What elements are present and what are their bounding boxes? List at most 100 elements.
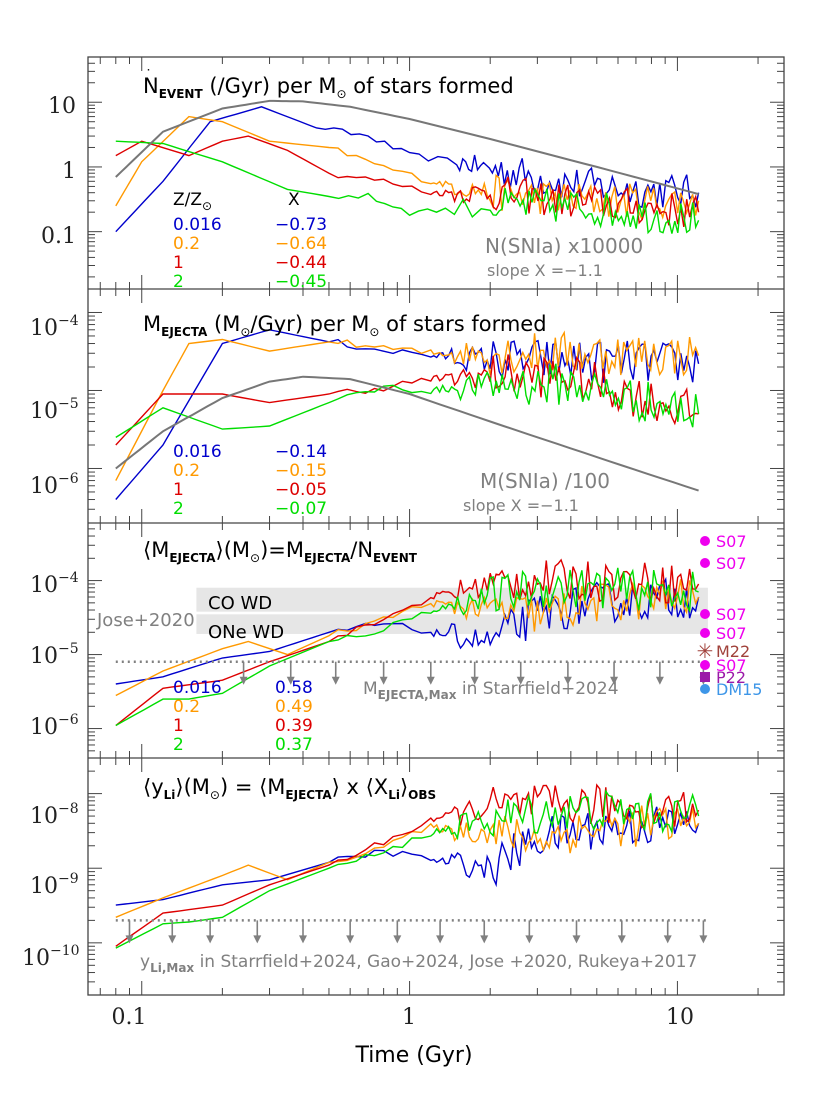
- limit-arrowhead: [572, 935, 581, 944]
- legend-x: −0.44: [275, 253, 327, 273]
- xtick-label: 10: [666, 1005, 694, 1030]
- series-line: [115, 805, 700, 918]
- legend-z: 0.2: [173, 461, 200, 481]
- series-line: [115, 789, 700, 949]
- plot-frame: [87, 56, 785, 996]
- limit-arrowhead: [239, 676, 248, 685]
- limit-arrowhead: [253, 935, 262, 944]
- panel1-yticks: 10 1 0.1: [41, 94, 76, 249]
- legend-z: 1: [173, 480, 184, 500]
- legend-x: 0.39: [275, 716, 313, 736]
- snia-label: M(SNIa) /100: [480, 469, 610, 493]
- legend-x: 0.49: [275, 697, 313, 717]
- series-line: [115, 115, 700, 222]
- series-line: [115, 354, 699, 446]
- limit-arrowhead: [379, 676, 388, 685]
- max-label: MEJECTA,Max in Starrfield+2024: [363, 679, 619, 702]
- legend-x: −0.64: [275, 234, 327, 254]
- panel4-title: ⟨yLi⟩(M⊙) = ⟨MEJECTA⟩ x ⟨XLi⟩OBS: [143, 775, 436, 802]
- dot-accent: ˙: [145, 68, 152, 84]
- obs-label: P22: [716, 668, 746, 687]
- legend-x: −0.05: [275, 480, 327, 500]
- limit-arrowhead: [480, 935, 489, 944]
- limit-arrowhead: [563, 676, 572, 685]
- series-line: [115, 329, 700, 500]
- panel3-title: ⟨MEJECTA⟩(M⊙)=MEJECTA/NEVENT: [143, 538, 418, 565]
- ytick-label: 1: [62, 159, 76, 184]
- limit-arrowhead: [663, 935, 672, 944]
- ytick-label: 10−4: [30, 570, 79, 598]
- obs-label: DM15: [716, 680, 762, 699]
- max-label: yLi,Max in Starrfield+2024, Gao+2024, Jo…: [140, 952, 697, 975]
- limit-arrowhead: [426, 676, 435, 685]
- snia-line: [115, 99, 699, 196]
- band-label-one: ONe WD: [208, 622, 284, 643]
- obs-label: S07: [716, 605, 747, 624]
- obs-marker: [700, 660, 710, 670]
- series-line: [115, 140, 700, 235]
- ytick-label: 10−5: [30, 396, 79, 424]
- series-line: [115, 783, 700, 947]
- panel1-title: NEVENT (/Gyr) per M⊙ of stars formed: [143, 74, 514, 101]
- ytick-label: 10−4: [30, 313, 79, 341]
- xtick-label: 1: [402, 1005, 416, 1030]
- obs-marker: [700, 672, 710, 682]
- legend-z: 1: [173, 716, 184, 736]
- legend-x: −0.15: [275, 461, 327, 481]
- ytick-label: 10−9: [30, 871, 79, 899]
- legend-z: 1: [173, 253, 184, 273]
- limit-arrowhead: [286, 676, 295, 685]
- obs-label: S07: [716, 554, 747, 573]
- legend-z: 0.016: [173, 215, 222, 235]
- obs-label: S07: [716, 532, 747, 551]
- legend-z: 2: [173, 272, 184, 292]
- legend-x: 0.58: [275, 678, 313, 698]
- limit-arrowhead: [525, 935, 534, 944]
- limit-arrowhead: [436, 935, 445, 944]
- limit-arrowhead: [168, 935, 177, 944]
- panel2-title: MEJECTA (M⊙/Gyr) per M⊙ of stars formed: [143, 312, 547, 339]
- snia-line: [115, 375, 699, 492]
- limit-arrowhead: [393, 935, 402, 944]
- series-line: [115, 567, 699, 727]
- legend-z: 2: [173, 499, 184, 519]
- snia-label: N(SNIa) x10000: [485, 234, 643, 258]
- legend-x: −0.45: [275, 272, 327, 292]
- limit-arrowhead: [617, 935, 626, 944]
- obs-marker: [700, 558, 710, 568]
- limit-arrowhead: [516, 676, 525, 685]
- snia-slope: slope X =−1.1: [463, 496, 579, 515]
- jose-label: Jose+2020: [96, 610, 195, 631]
- obs-label: S07: [716, 624, 747, 643]
- panel4-yticks: 10−8 10−9 10−10: [22, 801, 80, 971]
- legend-z: 0.016: [173, 678, 222, 698]
- ytick-label: 10: [48, 94, 76, 119]
- ytick-label: 10−6: [30, 712, 79, 740]
- legend-z: 0.016: [173, 442, 222, 462]
- limit-arrowhead: [298, 935, 307, 944]
- legend-x: −0.07: [275, 499, 327, 519]
- legend-z: 0.2: [173, 697, 200, 717]
- band-label-co: CO WD: [208, 593, 272, 614]
- obs-marker: [700, 628, 710, 638]
- obs-marker: [700, 536, 710, 546]
- limit-arrowhead: [655, 676, 664, 685]
- series-line: [115, 363, 700, 438]
- ytick-label: 10−5: [30, 641, 79, 669]
- limit-arrowhead: [331, 676, 340, 685]
- limit-arrowhead: [346, 935, 355, 944]
- xtick-label: 0.1: [112, 1005, 147, 1030]
- legend-z: 2: [173, 735, 184, 755]
- ytick-label: 0.1: [41, 224, 76, 249]
- obs-label: M22: [716, 642, 750, 661]
- legend-z: 0.2: [173, 234, 200, 254]
- series-line: [115, 135, 700, 228]
- ytick-label: 10−10: [22, 943, 80, 971]
- legend-x: 0.37: [275, 735, 313, 755]
- x-axis-label: Time (Gyr): [354, 1043, 472, 1068]
- limit-arrowhead: [206, 935, 215, 944]
- legend-header-x: X: [288, 190, 300, 210]
- legend-x: −0.73: [275, 215, 327, 235]
- ytick-label: 10−6: [30, 471, 79, 499]
- obs-label: S07: [716, 656, 747, 675]
